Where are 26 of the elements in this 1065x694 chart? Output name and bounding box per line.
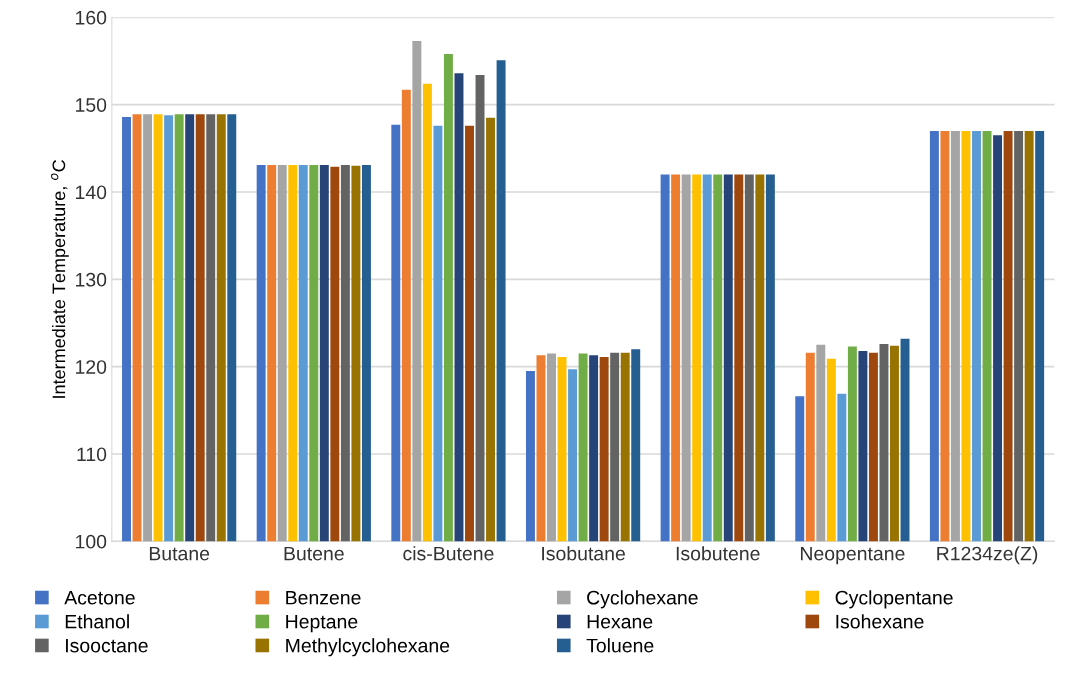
legend-label: Methylcyclohexane [286,638,450,657]
x-tick-label: R1234ze(Z) [937,546,1038,565]
legend-label: Cyclopentane [835,590,953,609]
legend-label: Ethanol [65,614,129,629]
x-tick-label: Isobutane [542,546,625,561]
x-tick-label: Butene [284,546,344,561]
legend-label: Hexane [587,614,653,629]
x-tick-label: Butane [149,546,210,561]
legend-label: Isohexane [836,614,924,629]
y-tick-label: 120 [76,360,107,374]
y-tick-label: 150 [76,98,107,112]
x-tick-label: Neopentane [801,546,905,565]
legend-label: Cyclohexane [587,590,698,609]
y-tick-label: 110 [77,447,107,462]
y-axis-title: Intermediate Temperature, $^{o}$C [51,159,69,398]
x-tick-label: Isobutene [676,546,760,561]
y-tick-label: 140 [76,185,107,200]
y-tick-label: 130 [76,272,107,287]
legend-label: Heptane [286,614,358,633]
legend-label: Toluene [586,638,654,653]
y-tick-label: 100 [76,534,107,549]
legend-label: Benzene [286,590,361,605]
x-tick-label: cis-Butene [403,546,494,561]
legend-label: Isooctane [66,638,148,653]
y-tick-label: 160 [76,10,107,25]
legend-label: Acetone [64,590,135,605]
